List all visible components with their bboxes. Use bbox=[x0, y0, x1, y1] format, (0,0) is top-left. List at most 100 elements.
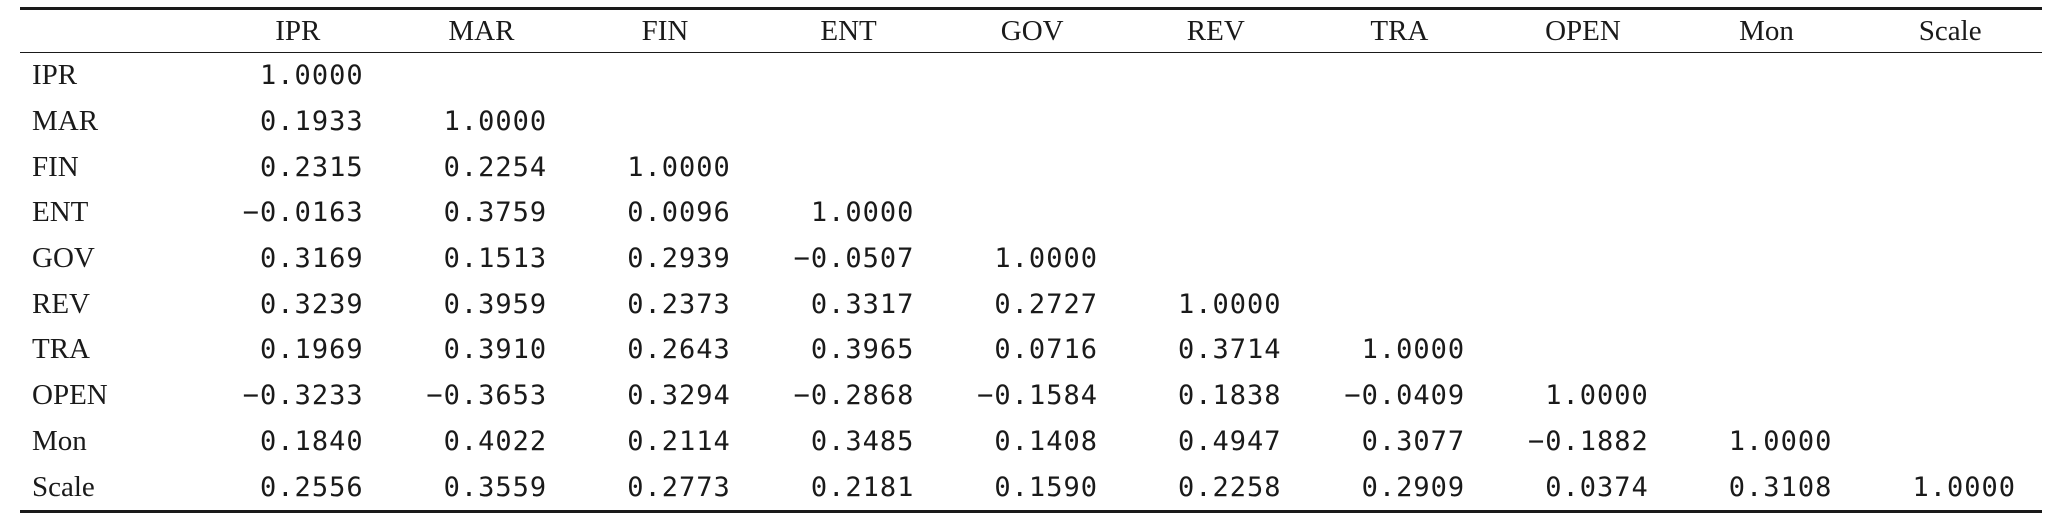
table-row: MAR 0.1933 1.0000 bbox=[20, 99, 2042, 145]
table-cell bbox=[757, 53, 941, 99]
table-cell bbox=[1308, 236, 1492, 282]
table-cell: 1.0000 bbox=[1178, 288, 1282, 320]
table-cell bbox=[940, 53, 1124, 99]
table-cell: −0.3653 bbox=[426, 380, 548, 412]
table-cell bbox=[1491, 327, 1675, 373]
table-cell: 0.2909 bbox=[1361, 471, 1466, 503]
header-cell-tra: TRA bbox=[1370, 14, 1429, 47]
table-cell bbox=[1858, 281, 2042, 327]
table-cell: 0.2643 bbox=[627, 334, 731, 366]
table-cell: 0.3485 bbox=[810, 425, 915, 457]
table-cell bbox=[390, 53, 574, 99]
table-row: GOV 0.3169 0.1513 0.2939 −0.0507 1.0000 bbox=[20, 236, 2042, 282]
table-cell bbox=[1675, 327, 1859, 373]
table-cell: 0.3910 bbox=[443, 334, 548, 366]
table-cell: 0.1840 bbox=[260, 425, 364, 457]
table-cell bbox=[940, 144, 1124, 190]
table-cell bbox=[1308, 144, 1492, 190]
table-cell bbox=[1491, 144, 1675, 190]
table-cell: 1.0000 bbox=[1361, 334, 1466, 366]
table-cell bbox=[1124, 53, 1308, 99]
table-cell bbox=[940, 99, 1124, 145]
table-cell: 0.3294 bbox=[627, 380, 731, 412]
table-row: ENT −0.0163 0.3759 0.0096 1.0000 bbox=[20, 190, 2042, 236]
table-cell: 1.0000 bbox=[443, 106, 548, 138]
table-cell: 1.0000 bbox=[1545, 380, 1649, 412]
table-cell: 0.0096 bbox=[627, 197, 731, 229]
row-label: FIN bbox=[32, 150, 79, 183]
table-cell bbox=[1675, 99, 1859, 145]
header-cell-open: OPEN bbox=[1545, 14, 1621, 47]
header-row: IPR MAR FIN ENT GOV REV TRA OPEN Mon Sca… bbox=[20, 8, 2042, 53]
table-cell: 0.2556 bbox=[260, 471, 364, 503]
table-cell: 0.1513 bbox=[443, 243, 548, 275]
row-label: GOV bbox=[32, 242, 95, 275]
table-cell: −0.0507 bbox=[793, 243, 915, 275]
header-cell-corner bbox=[20, 9, 206, 53]
row-label: TRA bbox=[32, 333, 90, 366]
table-cell: −0.1584 bbox=[977, 380, 1098, 412]
table-cell: 0.1590 bbox=[994, 471, 1098, 503]
table-body: IPR 1.0000 MAR 0.1933 1.0000 FIN 0.2315 0.2254 1… bbox=[20, 53, 2042, 512]
table-row: IPR 1.0000 bbox=[20, 53, 2042, 99]
table-cell bbox=[1858, 190, 2042, 236]
table-cell: 0.3239 bbox=[260, 288, 364, 320]
table-cell: 0.3077 bbox=[1361, 425, 1466, 457]
table-cell bbox=[573, 53, 757, 99]
table-cell bbox=[1675, 144, 1859, 190]
table-cell: 0.3759 bbox=[443, 197, 548, 229]
table-cell: 0.2114 bbox=[627, 425, 731, 457]
table-cell: 0.4947 bbox=[1178, 425, 1282, 457]
row-label: OPEN bbox=[32, 379, 108, 412]
table-cell: −0.3233 bbox=[242, 380, 364, 412]
table-cell: 0.3559 bbox=[443, 471, 548, 503]
table-cell: 0.3714 bbox=[1178, 334, 1282, 366]
table-row: Mon 0.1840 0.4022 0.2114 0.3485 0.1408 0.4947 0… bbox=[20, 419, 2042, 465]
table-cell: 0.2254 bbox=[443, 151, 548, 183]
table-cell bbox=[1858, 419, 2042, 465]
table-cell: 1.0000 bbox=[627, 151, 731, 183]
table-cell: −0.0163 bbox=[242, 197, 364, 229]
row-label: Mon bbox=[32, 424, 87, 457]
header-cell-rev: REV bbox=[1186, 14, 1245, 47]
table-cell bbox=[757, 144, 941, 190]
table-cell: 0.2258 bbox=[1178, 471, 1282, 503]
row-label: MAR bbox=[32, 105, 99, 138]
table-cell bbox=[1124, 99, 1308, 145]
table-cell bbox=[1491, 236, 1675, 282]
table-header: IPR MAR FIN ENT GOV REV TRA OPEN Mon Sca… bbox=[20, 8, 2042, 53]
table-cell: −0.1882 bbox=[1527, 425, 1649, 457]
table-cell: 0.4022 bbox=[443, 425, 548, 457]
table-cell: 0.3965 bbox=[810, 334, 915, 366]
table-cell: 0.1838 bbox=[1178, 380, 1282, 412]
table-cell: 0.1969 bbox=[260, 334, 364, 366]
table-cell: −0.0409 bbox=[1344, 380, 1466, 412]
table-cell bbox=[1308, 53, 1492, 99]
header-cell-fin: FIN bbox=[641, 14, 689, 47]
table-cell bbox=[1308, 99, 1492, 145]
row-label: Scale bbox=[32, 470, 95, 503]
table-cell bbox=[1675, 190, 1859, 236]
table-cell: 0.2939 bbox=[627, 243, 731, 275]
row-label: REV bbox=[32, 287, 90, 320]
header-cell-mar: MAR bbox=[448, 14, 515, 47]
table-cell: 0.2315 bbox=[260, 151, 364, 183]
table-cell: 0.0716 bbox=[994, 334, 1098, 366]
table-cell bbox=[1491, 53, 1675, 99]
table-cell bbox=[1858, 144, 2042, 190]
table-cell bbox=[757, 99, 941, 145]
table-cell: 1.0000 bbox=[994, 243, 1098, 275]
table-cell bbox=[1308, 281, 1492, 327]
table-cell: 1.0000 bbox=[1912, 471, 2016, 503]
row-label: IPR bbox=[32, 59, 78, 92]
table-cell: 0.2773 bbox=[627, 471, 731, 503]
table-cell: 0.3169 bbox=[260, 243, 364, 275]
table-cell: 0.3317 bbox=[810, 288, 915, 320]
table-cell bbox=[573, 99, 757, 145]
table-cell bbox=[1858, 327, 2042, 373]
correlation-table: IPR MAR FIN ENT GOV REV TRA OPEN Mon Sca… bbox=[20, 7, 2042, 513]
table-cell bbox=[1675, 281, 1859, 327]
table-row: REV 0.3239 0.3959 0.2373 0.3317 0.2727 1.0000 bbox=[20, 281, 2042, 327]
header-cell-scale: Scale bbox=[1918, 14, 1982, 47]
table-cell bbox=[1675, 53, 1859, 99]
